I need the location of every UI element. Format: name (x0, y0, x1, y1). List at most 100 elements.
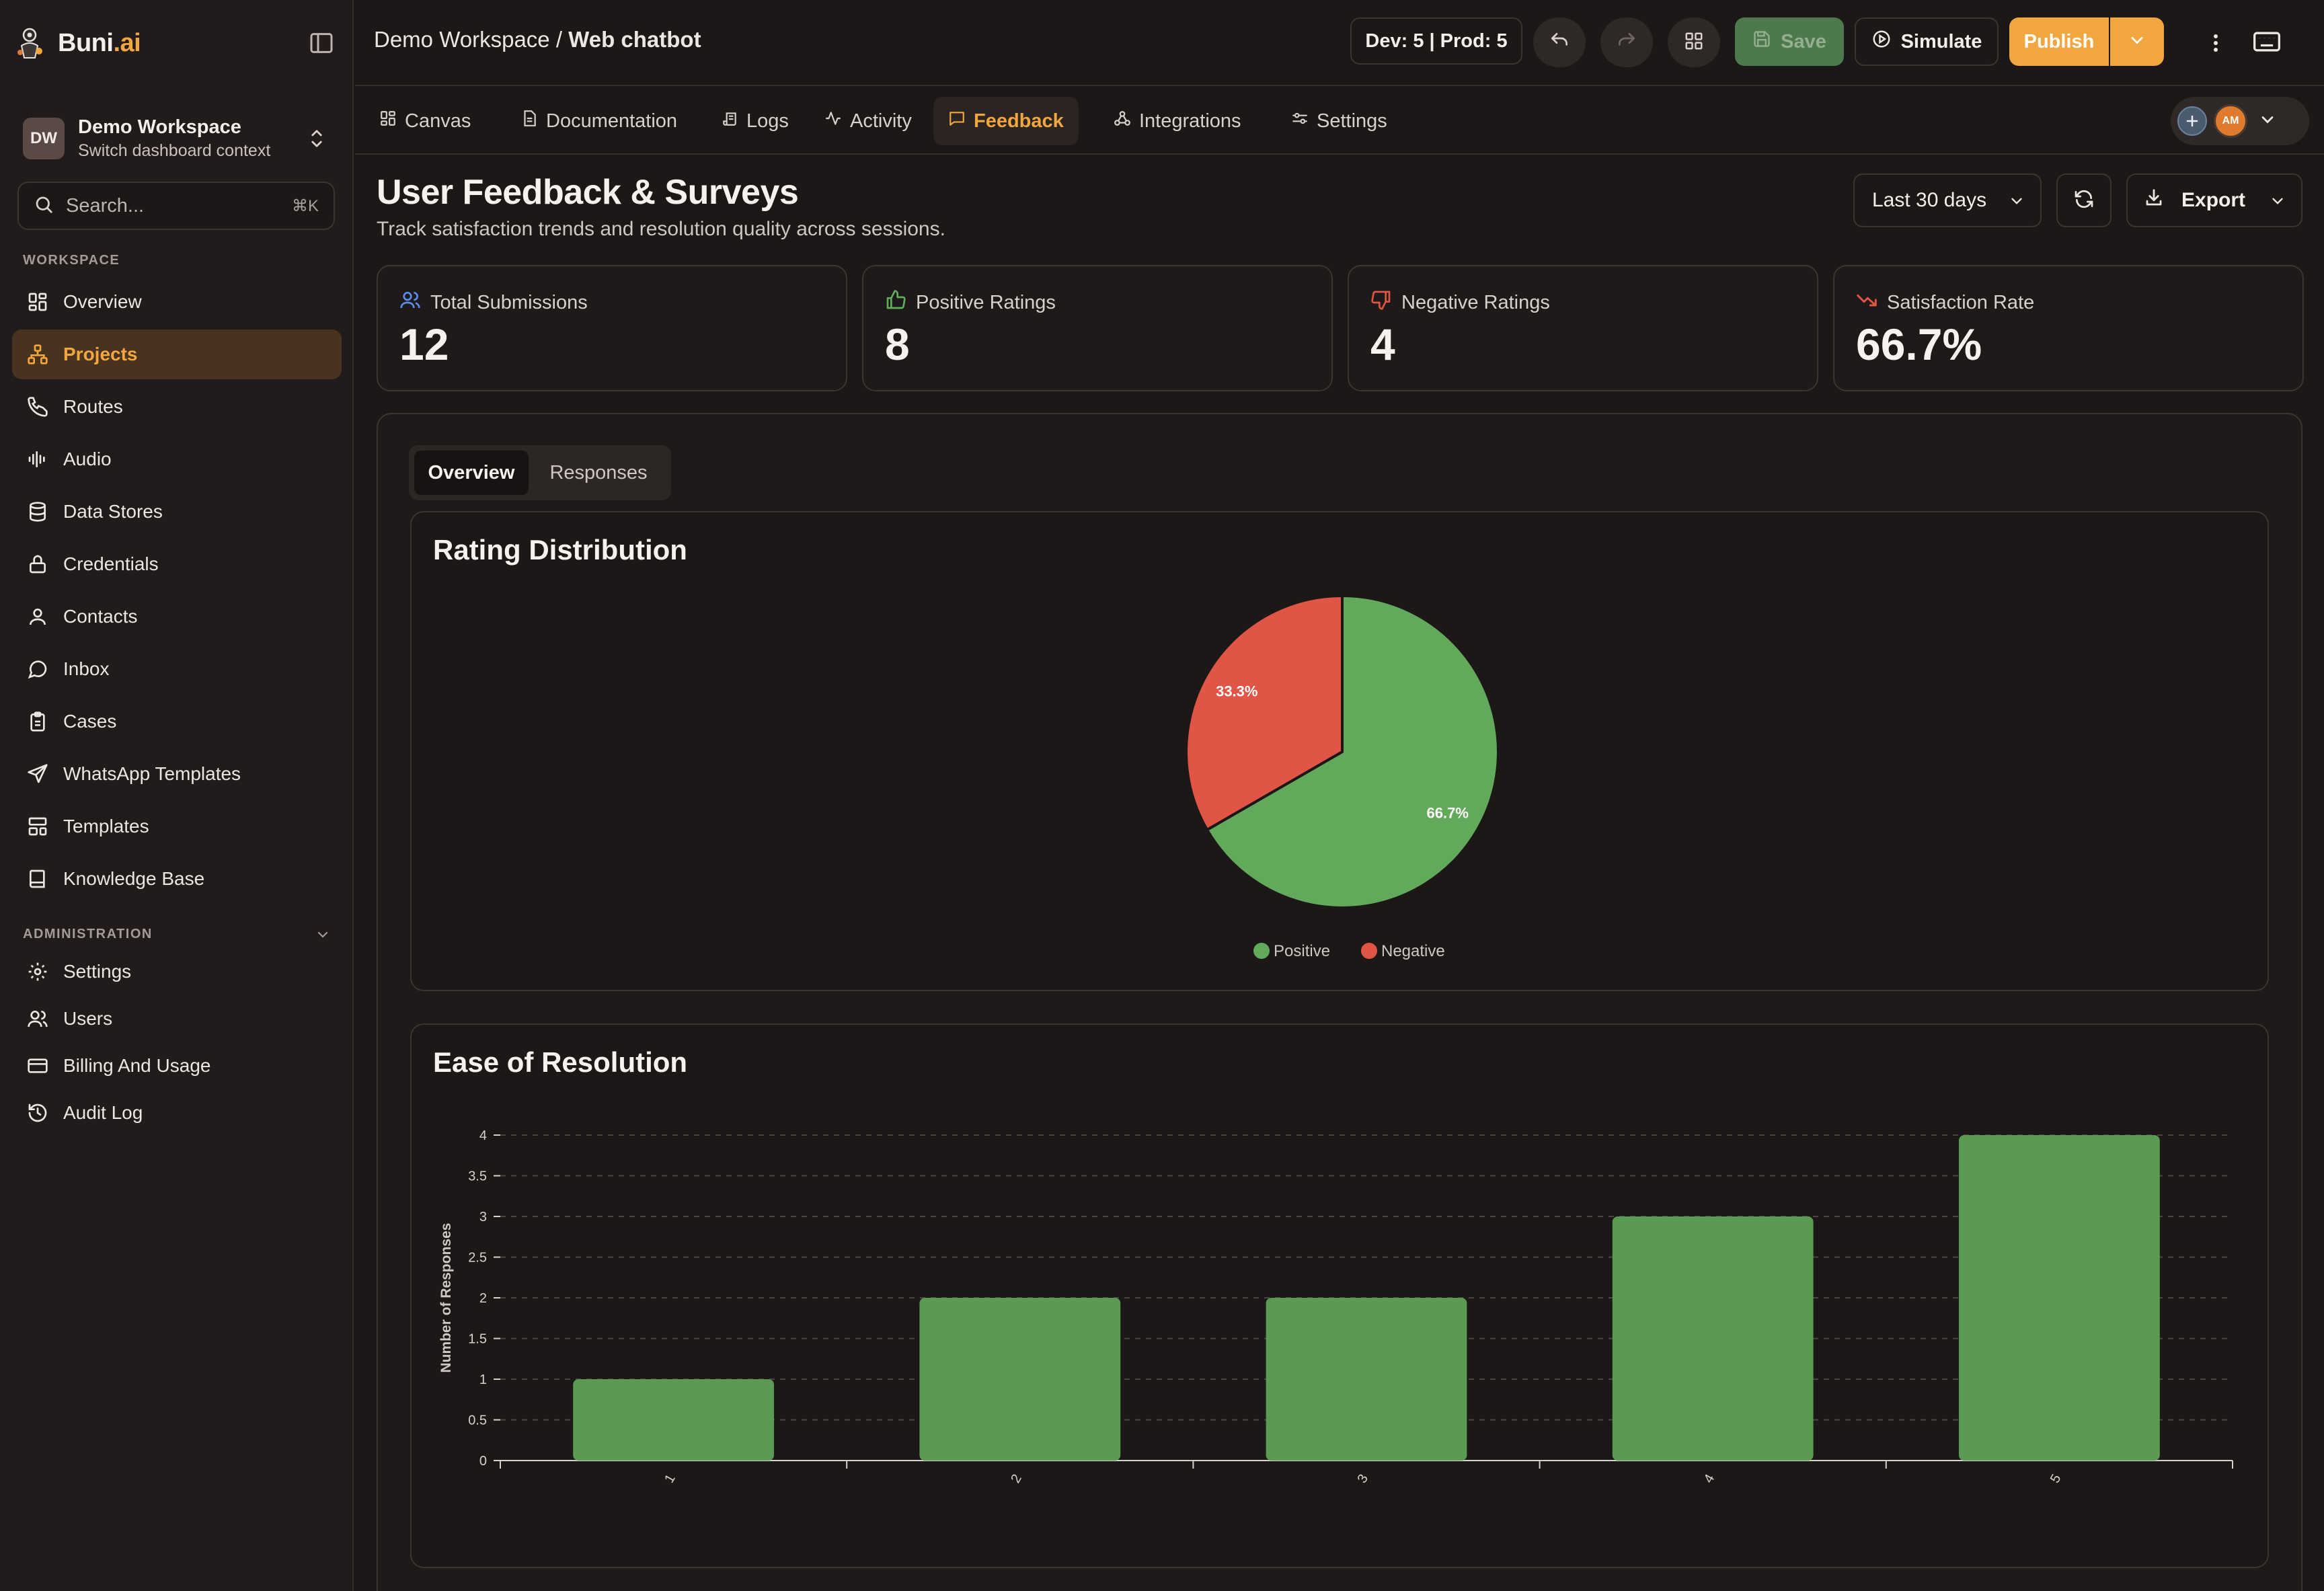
simulate-button[interactable]: Simulate (1855, 17, 1999, 66)
y-tick-label: 0 (479, 1454, 487, 1469)
trending-down-icon (1856, 289, 1877, 316)
sidebar-item-billing[interactable]: Billing And Usage (12, 1041, 342, 1091)
environment-status[interactable]: Dev: 5 | Prod: 5 (1350, 17, 1522, 65)
sidebar-toggle-icon[interactable] (308, 30, 335, 56)
chevron-down-icon[interactable] (2258, 110, 2277, 132)
date-range-select[interactable]: Last 30 days (1853, 173, 2042, 227)
webhook-icon (1114, 110, 1131, 132)
sidebar-search[interactable]: ⌘K (17, 182, 335, 230)
y-tick-label: 0.5 (468, 1413, 487, 1428)
refresh-button[interactable] (2056, 173, 2112, 227)
chevron-down-icon (2008, 192, 2025, 215)
tab-activity[interactable]: Activity (810, 97, 927, 145)
legend-swatch-negative (1360, 941, 1379, 960)
user-icon (26, 605, 50, 629)
tab-label: Canvas (405, 110, 471, 132)
lock-icon (26, 552, 50, 576)
workspace-switcher[interactable]: DW Demo Workspace Switch dashboard conte… (23, 113, 336, 164)
project-tabs: Canvas Documentation Logs Activity Feedb… (355, 87, 2324, 155)
avatar[interactable]: AM (2214, 104, 2247, 138)
view-tab-responses[interactable]: Responses (549, 461, 648, 483)
brand[interactable]: Buni.ai (15, 23, 141, 63)
export-button[interactable]: Export (2126, 173, 2302, 227)
tab-integrations[interactable]: Integrations (1099, 97, 1256, 145)
brand-name: Buni.ai (58, 28, 141, 57)
y-tick-label: 2.5 (468, 1251, 487, 1266)
ease-of-resolution-title: Ease of Resolution (433, 1046, 688, 1078)
publish-menu-button[interactable] (2110, 17, 2164, 66)
plus-icon[interactable] (2177, 106, 2207, 136)
sidebar-item-settings[interactable]: Settings (12, 947, 342, 997)
simulate-label: Simulate (1900, 30, 1982, 52)
download-icon (2144, 188, 2164, 213)
sidebar-item-label: Knowledge Base (63, 868, 205, 889)
sidebar-item-inbox[interactable]: Inbox (12, 644, 342, 694)
sidebar-item-knowledge-base[interactable]: Knowledge Base (12, 854, 342, 904)
workspace-name: Demo Workspace (78, 116, 241, 138)
activity-icon (824, 110, 842, 132)
save-button[interactable]: Save (1735, 17, 1844, 66)
stat-card-negative-ratings: Negative Ratings 4 (1348, 265, 1818, 391)
presence-avatars[interactable]: AM (2171, 97, 2309, 145)
publish-button[interactable]: Publish (2009, 17, 2109, 66)
sidebar-item-credentials[interactable]: Credentials (12, 539, 342, 589)
sidebar-item-label: Data Stores (63, 501, 163, 522)
apps-button[interactable] (1668, 17, 1720, 67)
x-tick-label: 4 (1701, 1472, 1718, 1486)
stat-card-total-submissions: Total Submissions 12 (377, 265, 847, 391)
tab-canvas[interactable]: Canvas (364, 97, 486, 145)
sidebar-item-whatsapp-templates[interactable]: WhatsApp Templates (12, 749, 342, 799)
sidebar-item-label: Projects (63, 344, 138, 364)
page-subtitle: Track satisfaction trends and resolution… (377, 218, 945, 240)
stat-label: Total Submissions (430, 291, 588, 313)
search-input[interactable] (66, 194, 268, 217)
sidebar-item-cases[interactable]: Cases (12, 697, 342, 746)
administration-section-label: ADMINISTRATION (23, 927, 153, 941)
bar-2 (919, 1298, 1121, 1461)
tab-feedback[interactable]: Feedback (933, 97, 1079, 145)
x-tick-label: 5 (2048, 1472, 2064, 1486)
stat-value: 4 (1370, 319, 1395, 369)
sidebar-item-audio[interactable]: Audio (12, 434, 342, 484)
sidebar-item-templates[interactable]: Templates (12, 802, 342, 851)
y-tick-label: 4 (479, 1128, 487, 1143)
sidebar-item-routes[interactable]: Routes (12, 382, 342, 432)
phone-icon (26, 395, 50, 419)
sidebar-item-label: Users (63, 1008, 113, 1029)
sidebar-item-label: WhatsApp Templates (63, 763, 241, 784)
sidebar-item-users[interactable]: Users (12, 994, 342, 1044)
grid-icon (1684, 31, 1704, 54)
tab-documentation[interactable]: Documentation (506, 97, 692, 145)
message-square-icon (948, 110, 966, 132)
redo-button[interactable] (1600, 17, 1653, 67)
bar-4 (1612, 1216, 1814, 1461)
more-vertical-icon[interactable] (2206, 30, 2226, 56)
message-icon (26, 657, 50, 681)
sidebar-item-data-stores[interactable]: Data Stores (12, 487, 342, 537)
sidebar-item-audit-log[interactable]: Audit Log (12, 1088, 342, 1138)
tab-settings[interactable]: Settings (1276, 97, 1402, 145)
grid-icon (379, 110, 397, 132)
sliders-icon (1291, 110, 1309, 132)
users-icon (26, 1007, 50, 1031)
undo-button[interactable] (1533, 17, 1586, 67)
stat-value: 66.7% (1856, 319, 1982, 369)
sidebar-item-overview[interactable]: Overview (12, 277, 342, 327)
tab-label: Documentation (546, 110, 678, 132)
sidebar-item-label: Routes (63, 396, 123, 417)
brand-logo-icon (15, 26, 47, 61)
breadcrumb-workspace[interactable]: Demo Workspace (374, 27, 550, 52)
chevron-down-icon[interactable] (313, 927, 332, 943)
ease-of-resolution-chart: 0 0.5 1 1.5 2 2.5 3 3.5 4 Number of Responses 1 2 3 4… (438, 1128, 2233, 1486)
breadcrumb-project[interactable]: Web chatbot (568, 27, 701, 52)
redo-icon (1616, 30, 1637, 55)
chevrons-up-down-icon (307, 125, 327, 152)
tab-label: Settings (1317, 110, 1387, 132)
tab-label: Feedback (974, 110, 1064, 132)
keyboard-icon[interactable] (2251, 27, 2282, 56)
pie-percent-label: 33.3% (1216, 683, 1257, 700)
sidebar-item-projects[interactable]: Projects (12, 329, 342, 379)
view-tab-overview[interactable]: Overview (414, 451, 529, 495)
sidebar-item-contacts[interactable]: Contacts (12, 592, 342, 642)
tab-logs[interactable]: Logs (706, 97, 804, 145)
